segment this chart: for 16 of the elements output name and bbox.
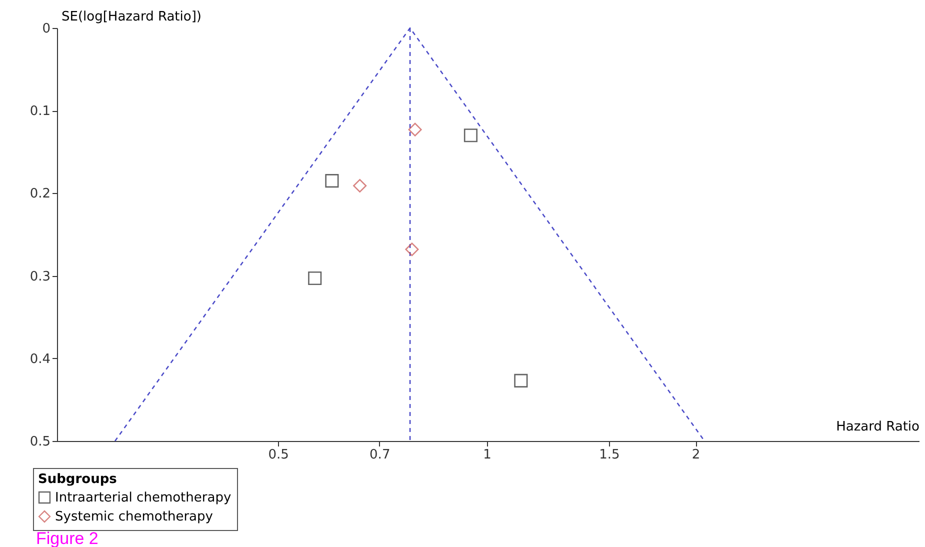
legend-label: Intraarterial chemotherapy (55, 490, 232, 506)
y-tick-label: 0.1 (30, 104, 50, 120)
x-tick-label: 1.5 (599, 448, 620, 462)
y-tick-label: 0.3 (30, 269, 50, 284)
x-tick-label: 0.7 (370, 448, 390, 462)
y-axis-title: SE(log[Hazard Ratio]) (62, 10, 202, 24)
x-tick-label: 1 (483, 448, 492, 462)
y-tick-label: 0 (42, 22, 50, 36)
x-tick-label: 2 (692, 448, 700, 462)
x-tick-label: 0.5 (268, 448, 289, 462)
y-tick-label: 0.4 (30, 352, 50, 367)
y-tick-label: 0.5 (30, 434, 50, 450)
legend-title: Subgroups (38, 472, 118, 487)
legend-label: Systemic chemotherapy (55, 510, 214, 524)
y-tick-label: 0.2 (30, 186, 50, 202)
x-axis-title: Hazard Ratio (836, 420, 920, 434)
